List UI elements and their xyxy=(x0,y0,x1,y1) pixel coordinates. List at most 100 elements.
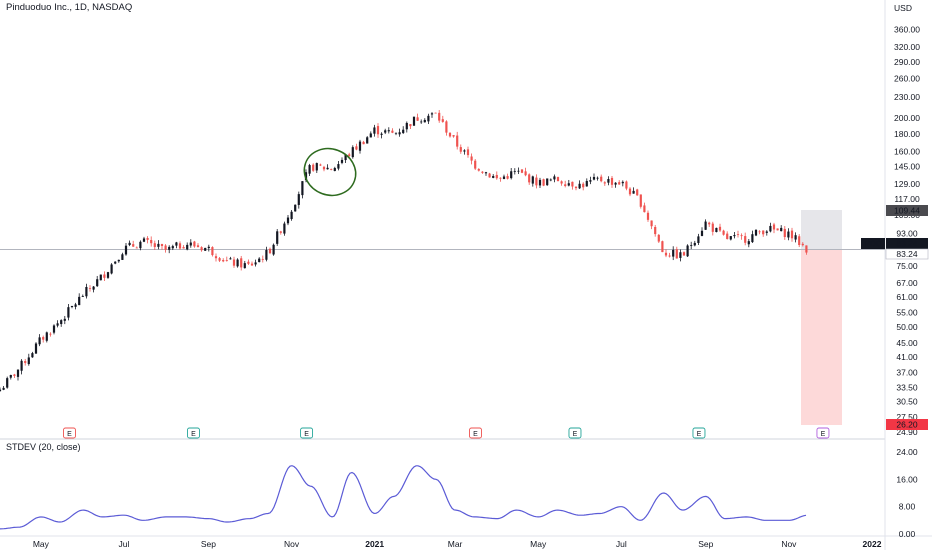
candle-body xyxy=(546,178,549,186)
candle-body xyxy=(402,129,405,134)
candle-body xyxy=(160,244,164,246)
candle-body xyxy=(373,127,376,134)
earnings-badge[interactable]: E xyxy=(63,427,76,439)
candle-body xyxy=(394,132,398,134)
candle-body xyxy=(106,272,110,278)
earnings-badge-label: E xyxy=(191,431,196,438)
candle-body xyxy=(92,286,95,290)
indicator-scale-label: 16.00 xyxy=(896,474,918,484)
target-price-tag: 109.44 xyxy=(886,205,928,216)
earnings-badge[interactable]: E xyxy=(568,427,582,439)
candle-body xyxy=(744,236,747,243)
candle-body xyxy=(733,235,736,237)
candle-body xyxy=(182,247,185,249)
candle-body xyxy=(520,169,524,173)
candle-body xyxy=(740,235,743,237)
candle-body xyxy=(229,258,232,260)
candle-body xyxy=(528,174,531,183)
stop-price-text: 26.20 xyxy=(896,420,918,430)
time-axis[interactable]: May Jul Sep Nov 2021 Mar May Jul Sep Nov 2022 xyxy=(33,539,882,549)
candle-body xyxy=(391,130,394,133)
candle-body xyxy=(362,141,365,145)
candle-body xyxy=(445,121,448,133)
candle-body xyxy=(164,245,167,250)
candle-body xyxy=(254,262,257,265)
candle-body xyxy=(193,241,196,247)
earnings-badge[interactable]: E xyxy=(692,427,706,439)
candle-body xyxy=(200,247,203,251)
candle-body xyxy=(794,235,797,240)
earnings-badge[interactable]: E xyxy=(469,427,482,439)
symbol-price-tag: PDD 83.24 xyxy=(861,238,928,249)
candle-body xyxy=(81,296,84,297)
candle-body xyxy=(412,116,416,126)
candle-body xyxy=(337,164,340,169)
stop-zone[interactable] xyxy=(801,250,842,425)
candle-body xyxy=(600,176,603,182)
candle-body xyxy=(664,252,668,256)
candle-body xyxy=(315,163,318,171)
stdev-line[interactable] xyxy=(0,465,807,530)
price-scale-label: 260.00 xyxy=(894,73,920,83)
candle-body xyxy=(582,183,585,188)
candle-body xyxy=(675,249,678,259)
chart-title: Pinduoduo Inc., 1D, NASDAQ xyxy=(6,2,132,13)
price-scale-label: 360.00 xyxy=(894,24,920,34)
candle-body xyxy=(672,249,675,257)
candle-body xyxy=(276,231,279,244)
candle-body xyxy=(355,146,358,150)
price-scale-label: 129.00 xyxy=(894,179,920,189)
candle-body xyxy=(614,182,617,185)
candle-body xyxy=(38,337,41,345)
stop-price-tag: 26.20 xyxy=(886,419,928,430)
time-axis-label: Mar xyxy=(448,539,463,549)
candle-body xyxy=(452,135,455,137)
candle-body xyxy=(657,234,660,242)
candle-body xyxy=(628,188,632,195)
candle-body xyxy=(632,190,635,194)
candle-body xyxy=(6,378,9,388)
price-scale-label: 45.00 xyxy=(896,338,918,348)
candle-body xyxy=(639,194,642,207)
candle-body xyxy=(207,246,210,249)
candle-body xyxy=(225,260,228,261)
candle-body xyxy=(358,141,362,151)
candle-body xyxy=(297,194,300,205)
indicator-scale-label: 24.00 xyxy=(896,447,918,457)
annotation-circle[interactable] xyxy=(298,141,363,202)
price-scale-label: 67.00 xyxy=(896,278,918,288)
candle-body xyxy=(351,147,354,158)
earnings-badge[interactable]: E xyxy=(816,427,830,439)
candle-body xyxy=(369,133,372,138)
candle-body xyxy=(751,234,754,243)
target-zone[interactable] xyxy=(801,210,842,250)
candle-body xyxy=(13,374,16,376)
candle-body xyxy=(477,169,480,171)
earnings-badge[interactable]: E xyxy=(187,427,200,439)
candle-body xyxy=(117,259,120,262)
candle-body xyxy=(63,318,66,321)
candle-body xyxy=(308,165,311,174)
candle-body xyxy=(607,179,610,183)
candle-body xyxy=(495,174,498,179)
candle-body xyxy=(650,220,653,227)
indicator-scale[interactable]: 24.00 16.00 8.00 0.00 xyxy=(896,447,918,539)
candle-body xyxy=(0,389,2,392)
candle-body xyxy=(654,226,657,235)
candle-body xyxy=(283,223,286,234)
candle-body xyxy=(45,332,48,341)
candle-body xyxy=(24,361,27,364)
candle-body xyxy=(596,177,599,179)
time-axis-label: Nov xyxy=(284,539,300,549)
candle-body xyxy=(74,304,77,307)
candle-body xyxy=(524,171,527,176)
earnings-badge[interactable]: E xyxy=(300,427,314,439)
price-scale-label: 27.50 xyxy=(896,412,918,422)
price-scale-label: 160.00 xyxy=(894,147,920,157)
candle-body xyxy=(499,177,502,179)
candle-body xyxy=(301,181,304,196)
candle-body xyxy=(592,176,596,180)
earnings-badge-label: E xyxy=(821,431,826,438)
candle-body xyxy=(178,243,182,249)
